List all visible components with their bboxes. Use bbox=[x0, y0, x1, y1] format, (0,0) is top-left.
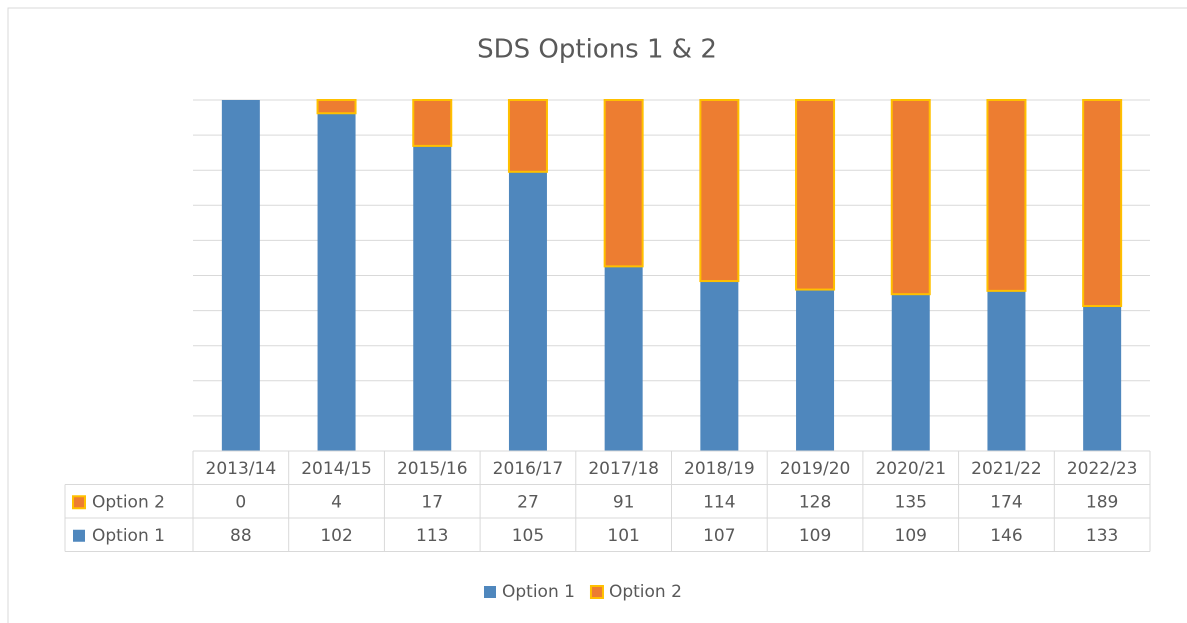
legend-key bbox=[484, 586, 496, 598]
x-tick-label: 2015/16 bbox=[397, 459, 468, 479]
table-cell: 17 bbox=[421, 492, 443, 512]
legend-label: Option 1 bbox=[502, 582, 575, 602]
bar bbox=[795, 99, 836, 291]
bar bbox=[221, 100, 260, 451]
bar bbox=[507, 99, 548, 173]
legend-key bbox=[589, 585, 604, 599]
table-row-label: Option 1 bbox=[92, 526, 165, 546]
bar bbox=[890, 99, 931, 296]
x-tick-label: 2021/22 bbox=[971, 459, 1042, 479]
table-cell: 105 bbox=[512, 526, 544, 546]
bar bbox=[413, 145, 452, 451]
bar bbox=[1082, 99, 1123, 308]
table-cell: 189 bbox=[1086, 492, 1118, 512]
table-cell: 91 bbox=[613, 492, 635, 512]
legend-key bbox=[72, 495, 86, 510]
table-cell: 102 bbox=[320, 526, 352, 546]
bar bbox=[412, 99, 453, 147]
table-cell: 101 bbox=[607, 526, 639, 546]
table-cell: 88 bbox=[230, 526, 252, 546]
bar bbox=[987, 290, 1026, 451]
bar bbox=[317, 113, 356, 451]
table-cell: 128 bbox=[799, 492, 831, 512]
x-tick-label: 2016/17 bbox=[493, 459, 564, 479]
table-cell: 174 bbox=[990, 492, 1022, 512]
bar bbox=[1083, 306, 1122, 451]
x-tick-label: 2013/14 bbox=[206, 459, 277, 479]
x-tick-label: 2018/19 bbox=[684, 459, 755, 479]
bar bbox=[700, 281, 739, 451]
bar bbox=[891, 294, 930, 451]
bar bbox=[316, 99, 357, 115]
table-cell: 133 bbox=[1086, 526, 1118, 546]
legend-label: Option 2 bbox=[609, 582, 682, 602]
bar bbox=[508, 171, 547, 451]
table-cell: 146 bbox=[990, 526, 1022, 546]
bar bbox=[699, 99, 740, 283]
table-cell: 114 bbox=[703, 492, 735, 512]
table-cell: 107 bbox=[703, 526, 735, 546]
table-cell: 135 bbox=[895, 492, 927, 512]
chart-title: SDS Options 1 & 2 bbox=[477, 35, 717, 65]
x-tick-label: 2017/18 bbox=[588, 459, 659, 479]
bar bbox=[796, 289, 835, 451]
bar bbox=[604, 266, 643, 451]
table-cell: 109 bbox=[799, 526, 831, 546]
table-cell: 0 bbox=[235, 492, 246, 512]
table-cell: 113 bbox=[416, 526, 448, 546]
table-cell: 27 bbox=[517, 492, 539, 512]
legend-key bbox=[73, 529, 85, 542]
table-row-label: Option 2 bbox=[92, 492, 165, 512]
x-tick-label: 2020/21 bbox=[875, 459, 946, 479]
x-tick-label: 2022/23 bbox=[1067, 459, 1138, 479]
x-tick-label: 2014/15 bbox=[301, 459, 372, 479]
bar bbox=[603, 99, 644, 268]
table-cell: 4 bbox=[331, 492, 342, 512]
x-tick-label: 2019/20 bbox=[780, 459, 851, 479]
table-cell: 109 bbox=[895, 526, 927, 546]
bar bbox=[986, 99, 1027, 292]
